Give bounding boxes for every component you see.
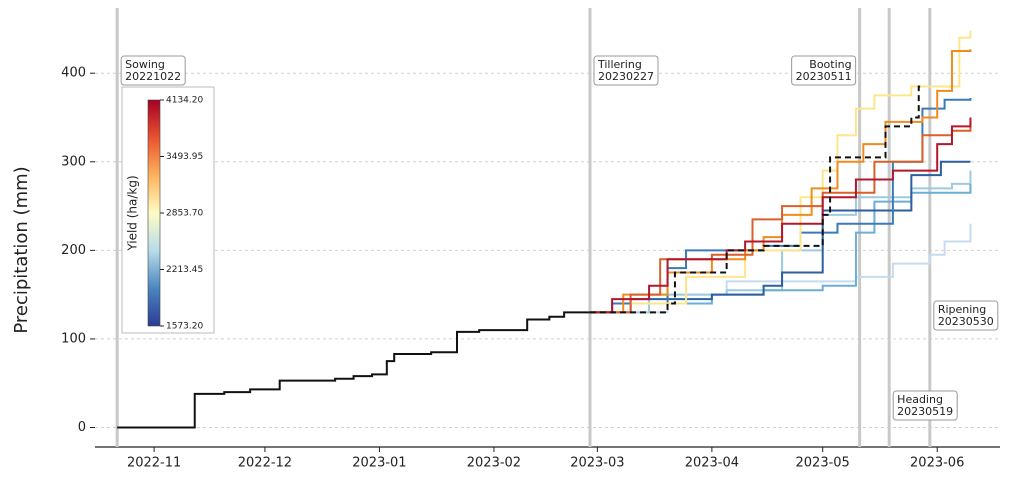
event-date: 20230227 [598,70,654,83]
event-date: 20230519 [897,405,953,418]
colorbar-label: Yield (ha/kg) [126,175,140,251]
event-box [593,55,659,86]
event-name: Booting [809,58,851,71]
colorbar-tick-label: 1573.20 [166,322,203,332]
event-name: Tillering [597,58,642,71]
series-line [117,311,590,429]
series-line [589,49,972,314]
y-tick-label: 0 [78,420,86,435]
series-line [589,85,923,314]
x-tick-label: 2022-12 [238,456,292,471]
series-line [589,117,972,314]
colorbar-frame [121,86,215,334]
x-tick-label: 2023-01 [352,456,406,471]
colorbar-tick-label: 3493.95 [166,152,203,162]
event-name: Heading [897,393,943,406]
series-line [589,121,972,314]
event-date: 20221022 [125,70,181,83]
x-tick-label: 2023-06 [910,456,964,471]
x-tick-label: 2023-03 [570,456,624,471]
y-axis-label: Precipitation (mm) [11,166,32,333]
y-tick-label: 400 [61,66,86,81]
event-name: Sowing [125,58,165,71]
event-box [892,390,958,421]
y-tick-label: 200 [61,243,86,258]
x-tick-label: 2022-11 [127,456,181,471]
y-tick-label: 300 [61,154,86,169]
x-tick-label: 2023-04 [685,456,739,471]
event-box [933,300,999,331]
y-tick-label: 100 [61,331,86,346]
colorbar [147,99,161,327]
event-box [791,55,857,86]
event-date: 20230511 [796,70,852,83]
event-name: Ripening [938,303,986,316]
event-box [120,55,186,86]
colorbar-tick-label: 4134.20 [166,96,203,106]
series-line [589,183,972,314]
series-line [589,98,972,314]
colorbar-tick-label: 2853.70 [166,209,203,219]
series-line [589,160,971,314]
colorbar-tick-label: 2213.45 [166,265,203,275]
event-date: 20230530 [938,315,994,328]
x-tick-label: 2023-02 [467,456,521,471]
series-line [589,30,972,314]
x-tick-label: 2023-05 [796,456,850,471]
